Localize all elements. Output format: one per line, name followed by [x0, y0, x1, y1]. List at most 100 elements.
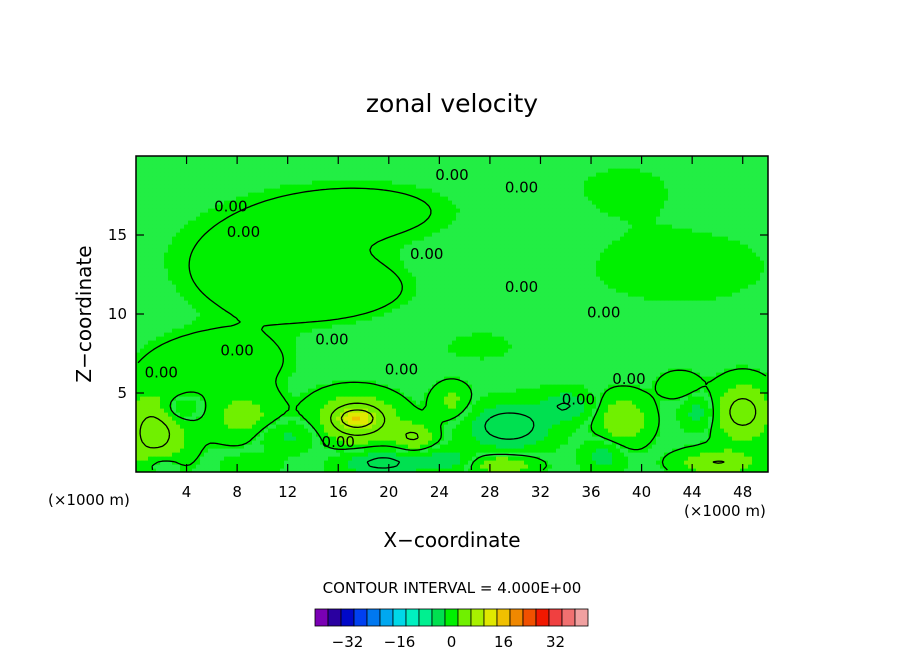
field-cell: [596, 380, 601, 385]
field-cell: [204, 364, 209, 369]
field-cell: [300, 360, 305, 365]
field-cell: [216, 452, 221, 457]
field-cell: [404, 420, 409, 425]
field-cell: [524, 436, 529, 441]
field-cell: [376, 400, 381, 405]
field-cell: [648, 468, 653, 472]
field-cell: [508, 372, 513, 377]
field-cell: [308, 448, 313, 453]
field-cell: [372, 460, 377, 465]
field-cell: [624, 380, 629, 385]
field-cell: [652, 420, 657, 425]
field-cell: [436, 396, 441, 401]
field-cell: [712, 396, 717, 401]
field-cell: [232, 360, 237, 365]
field-cell: [408, 352, 413, 357]
field-cell: [480, 372, 485, 377]
field-cell: [680, 388, 685, 393]
field-cell: [532, 412, 537, 417]
field-cell: [188, 468, 193, 472]
field-cell: [516, 440, 521, 445]
field-cell: [712, 388, 717, 393]
field-cell: [612, 408, 617, 413]
field-cell: [732, 372, 737, 377]
field-cell: [708, 376, 713, 381]
field-cell: [480, 432, 485, 437]
field-cell: [524, 360, 529, 365]
field-cell: [344, 448, 349, 453]
field-cell: [600, 388, 605, 393]
field-cell: [208, 412, 213, 417]
field-cell: [648, 392, 653, 397]
field-cell: [304, 376, 309, 381]
field-cell: [164, 436, 169, 441]
field-cell: [596, 388, 601, 393]
field-cell: [296, 416, 301, 421]
field-cell: [588, 368, 593, 373]
field-cell: [344, 436, 349, 441]
field-cell: [640, 404, 645, 409]
field-cell: [232, 372, 237, 377]
field-cell: [396, 364, 401, 369]
field-cell: [624, 452, 629, 457]
field-cell: [160, 424, 165, 429]
field-cell: [272, 440, 277, 445]
field-cell: [616, 464, 621, 469]
field-cell: [424, 468, 429, 472]
field-cell: [472, 364, 477, 369]
field-cell: [736, 432, 741, 437]
field-cell: [136, 444, 141, 449]
field-cell: [624, 396, 629, 401]
field-cell: [308, 344, 313, 349]
field-cell: [492, 436, 497, 441]
field-cell: [748, 464, 753, 469]
field-cell: [232, 448, 237, 453]
field-cell: [412, 356, 417, 361]
field-cell: [536, 352, 541, 357]
field-cell: [320, 444, 325, 449]
field-cell: [340, 456, 345, 461]
field-cell: [448, 424, 453, 429]
field-cell: [416, 348, 421, 353]
field-cell: [484, 404, 489, 409]
field-cell: [528, 404, 533, 409]
field-cell: [472, 368, 477, 373]
field-cell: [556, 372, 561, 377]
field-cell: [496, 456, 501, 461]
field-cell: [180, 452, 185, 457]
field-cell: [536, 380, 541, 385]
field-cell: [400, 396, 405, 401]
field-cell: [172, 352, 177, 357]
field-cell: [648, 396, 653, 401]
field-cell: [280, 388, 285, 393]
field-cell: [180, 372, 185, 377]
field-cell: [728, 380, 733, 385]
field-cell: [636, 452, 641, 457]
field-cell: [668, 404, 673, 409]
field-cell: [520, 416, 525, 421]
field-cell: [544, 392, 549, 397]
field-cell: [360, 452, 365, 457]
field-cell: [760, 400, 765, 405]
field-cell: [488, 356, 493, 361]
field-cell: [344, 388, 349, 393]
field-cell: [740, 376, 745, 381]
field-cell: [440, 364, 445, 369]
field-cell: [244, 372, 249, 377]
field-cell: [176, 436, 181, 441]
field-cell: [392, 348, 397, 353]
field-cell: [136, 376, 141, 381]
field-cell: [164, 344, 169, 349]
field-cell: [436, 440, 441, 445]
field-cell: [184, 380, 189, 385]
field-cell: [552, 452, 557, 457]
field-cell: [416, 356, 421, 361]
field-cell: [408, 436, 413, 441]
field-cell: [704, 428, 709, 433]
field-cell: [284, 456, 289, 461]
field-cell: [176, 388, 181, 393]
field-cell: [508, 400, 513, 405]
field-cell: [740, 352, 745, 357]
field-cell: [328, 404, 333, 409]
field-cell: [404, 416, 409, 421]
